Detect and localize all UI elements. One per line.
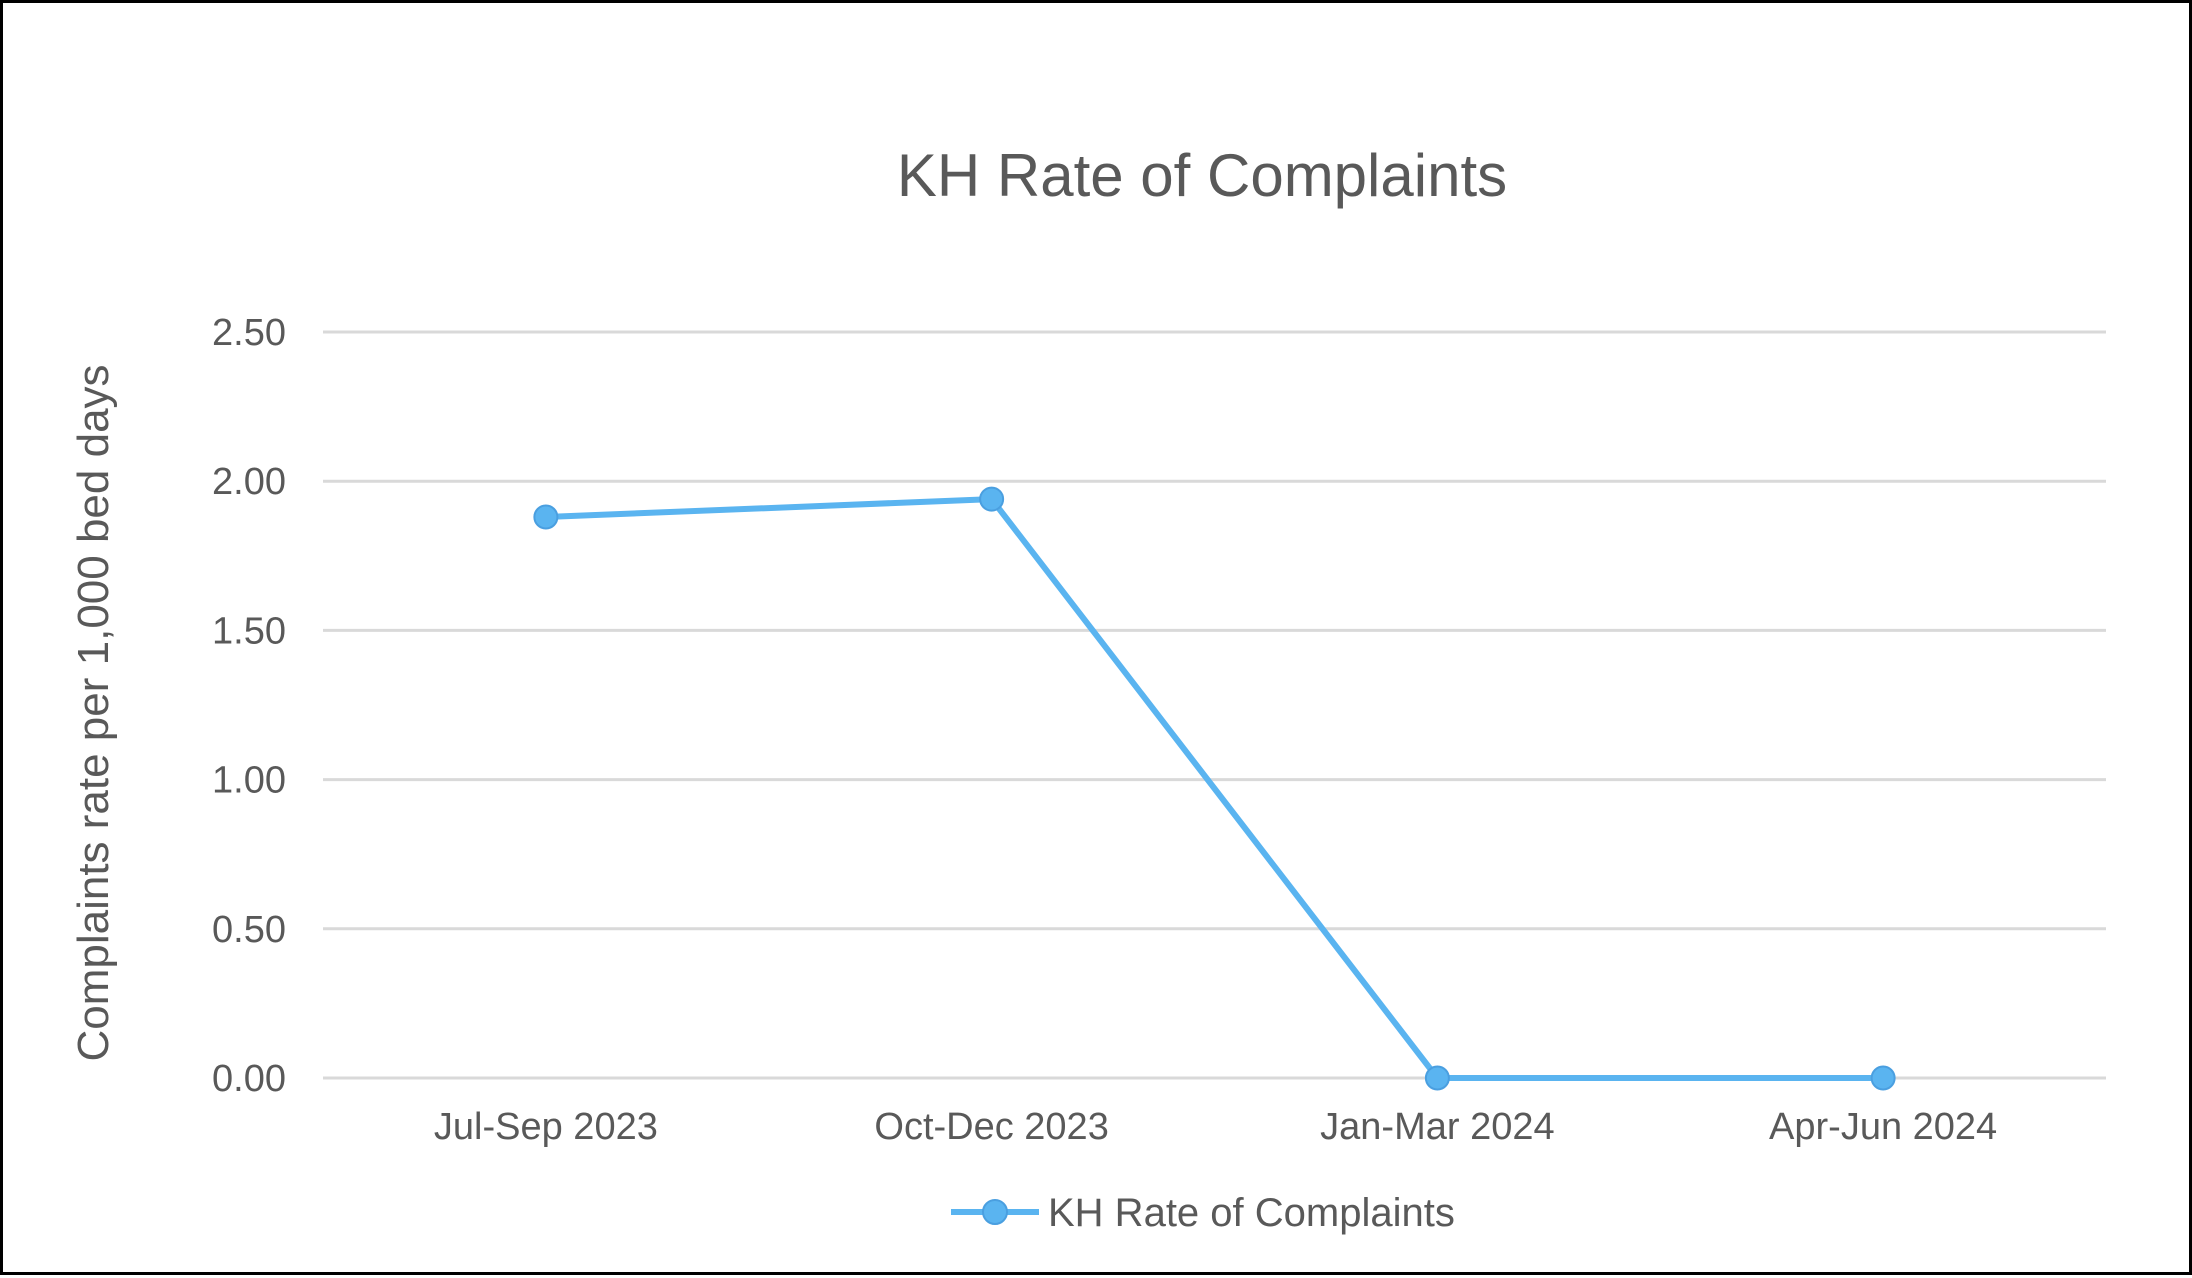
y-tick-label: 0.50: [212, 909, 286, 951]
data-point: [1424, 1065, 1450, 1091]
legend: KH Rate of Complaints: [951, 1191, 1455, 1235]
y-axis-title: Complaints rate per 1,000 bed days: [69, 364, 118, 1061]
x-tick-label: Jan-Mar 2024: [1320, 1106, 1554, 1148]
data-point: [979, 486, 1005, 512]
y-tick-label: 0.00: [212, 1058, 286, 1100]
x-tick-label: Jul-Sep 2023: [434, 1106, 658, 1148]
y-tick-label: 2.00: [212, 461, 286, 503]
gridlines: [323, 330, 2106, 1080]
chart-title: KH Rate of Complaints: [897, 142, 1507, 209]
y-axis-ticks: 0.00 0.50 1.00 1.50 2.00 2.50: [212, 312, 286, 1100]
x-tick-label: Oct-Dec 2023: [874, 1106, 1108, 1148]
line-chart: KH Rate of Complaints Complaints rate pe…: [69, 142, 2106, 1235]
series-line: [542, 496, 1887, 1081]
data-point: [1870, 1065, 1896, 1091]
x-axis-ticks: Jul-Sep 2023 Oct-Dec 2023 Jan-Mar 2024 Apr-…: [434, 1106, 1997, 1148]
legend-marker-swatch: [982, 1199, 1008, 1225]
legend-label: KH Rate of Complaints: [1048, 1191, 1455, 1235]
series-layer: [533, 486, 1896, 1091]
y-tick-label: 2.50: [212, 312, 286, 354]
data-point: [533, 504, 559, 530]
x-tick-label: Apr-Jun 2024: [1769, 1106, 1997, 1148]
y-tick-label: 1.00: [212, 760, 286, 802]
y-tick-label: 1.50: [212, 610, 286, 652]
